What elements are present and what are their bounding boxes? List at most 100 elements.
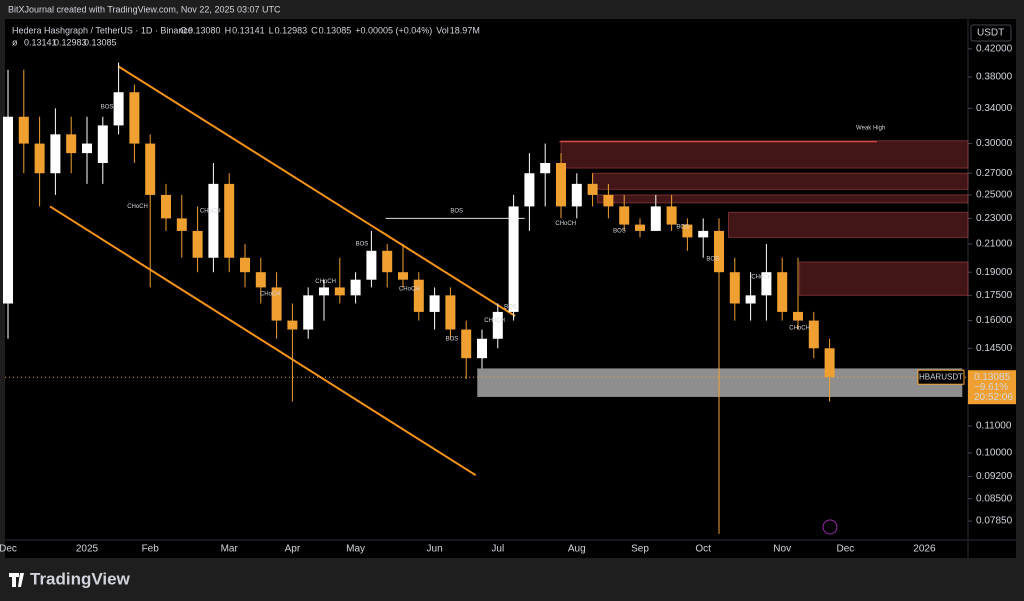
x-tick-label: Oct (695, 544, 711, 555)
candle-body (761, 272, 772, 296)
symbol-badge (917, 369, 965, 385)
structure-label: Weak High (856, 126, 885, 132)
candle-body (398, 272, 408, 280)
y-tick-label: 0.25000 (976, 190, 1013, 201)
currency-button[interactable] (970, 24, 1012, 42)
candle-body (161, 194, 171, 219)
volume: 18.97M (450, 25, 480, 35)
indicator-value: 0.13141 (24, 37, 57, 47)
candle-body (714, 230, 724, 273)
channel-line (49, 205, 477, 477)
candle-body (129, 92, 140, 144)
x-tick-label: Aug (568, 544, 586, 555)
price-badge-countdown: 20:52:06 (974, 392, 1013, 403)
candle-body (619, 206, 630, 225)
structure-label: CHoCH (399, 287, 420, 293)
y-tick-label: 0.10000 (976, 448, 1013, 459)
indicator-symbol: ø (12, 37, 18, 47)
candle-body (3, 116, 13, 304)
y-tick-label: 0.07850 (976, 516, 1013, 527)
ohlc-value: 0.13085 (319, 25, 352, 35)
y-tick-label: 0.21000 (976, 239, 1013, 250)
candle-body (255, 272, 266, 288)
ohlc-value: 0.13080 (188, 25, 221, 35)
candle-body (287, 320, 298, 330)
structure-label: BOS (613, 228, 626, 234)
x-tick-label: 2025 (76, 544, 99, 555)
candle-body (240, 257, 250, 273)
channel-line (117, 65, 516, 317)
candle-body (508, 206, 519, 312)
y-tick-label: 0.16000 (976, 315, 1013, 326)
symbol: Hedera Hashgraph / TetherUS · 1D · Binan… (12, 25, 193, 35)
brand: TradingView (30, 569, 131, 588)
structure-label: CHoCH (751, 274, 772, 280)
candle-body (271, 287, 282, 321)
candle-body (540, 163, 551, 174)
candle-body (18, 116, 29, 144)
candle-body (350, 279, 361, 296)
candle-body (334, 287, 345, 296)
y-tick-label: 0.17500 (976, 290, 1013, 301)
structure-label: BOS (450, 209, 463, 215)
credit: BitXJournal created with TradingView.com… (8, 4, 281, 14)
candle-body (50, 134, 61, 174)
structure-label: CHoCH (260, 291, 281, 297)
candle-body (824, 348, 835, 378)
structure-label: CHoCH (200, 209, 221, 215)
candle-body (82, 143, 92, 154)
candle-body (745, 295, 756, 304)
resistance-zone (727, 211, 969, 238)
candle-body (34, 143, 45, 174)
y-tick-label: 0.42000 (976, 43, 1013, 54)
x-tick-label: Dec (0, 544, 17, 555)
y-tick-label: 0.14500 (976, 343, 1013, 354)
candle-body (97, 125, 108, 164)
candle-body (793, 311, 803, 321)
structure-label: CHoCH (555, 221, 576, 227)
x-tick-label: Dec (837, 544, 855, 555)
resistance-zone (592, 172, 969, 190)
candle-body (113, 92, 124, 126)
x-tick-label: Mar (221, 544, 239, 555)
candle-body (808, 320, 819, 349)
structure-label: BOS (356, 242, 369, 248)
indicator-value: 0.12983 (54, 37, 87, 47)
y-tick-label: 0.34000 (976, 103, 1013, 114)
resistance-zone (560, 140, 969, 169)
candle-body (413, 279, 424, 312)
candle-body (429, 295, 440, 312)
candle-body (650, 206, 661, 231)
candle-body (698, 230, 709, 238)
structure-label: BOS (706, 257, 719, 263)
ohlc-label: C (311, 25, 318, 35)
ohlc-value: 0.13141 (232, 25, 265, 35)
x-tick-label: Feb (142, 544, 160, 555)
x-tick-label: May (346, 544, 365, 555)
candle-body (777, 272, 788, 312)
x-tick-label: Nov (773, 544, 791, 555)
candle-body (445, 295, 456, 330)
structure-label: BOS (446, 336, 459, 342)
ohlc-label: H (225, 25, 232, 35)
structure-label: CHoCH (484, 318, 505, 324)
structure-label: CHoCH (789, 325, 810, 331)
symbol-badge-text: HBARUSDT (919, 372, 963, 381)
structure-label: BOS (504, 304, 517, 310)
candle-body (382, 250, 393, 273)
candle-body (682, 224, 693, 238)
candle-body (556, 163, 566, 207)
event-icon[interactable] (822, 519, 838, 535)
y-tick-label: 0.08500 (976, 493, 1013, 504)
price-badge-price: 0.13085 (974, 372, 1011, 383)
y-tick-label: 0.23000 (976, 213, 1013, 224)
candle-body (587, 183, 598, 195)
candle-body (319, 287, 329, 296)
indicator-value: 0.13085 (84, 37, 117, 47)
volume-label: Vol (436, 25, 449, 35)
ohlc-label: O (180, 25, 187, 35)
candle-body (477, 338, 487, 359)
candle-body (729, 272, 740, 304)
candle-body (635, 224, 645, 231)
y-tick-label: 0.27000 (976, 168, 1013, 179)
